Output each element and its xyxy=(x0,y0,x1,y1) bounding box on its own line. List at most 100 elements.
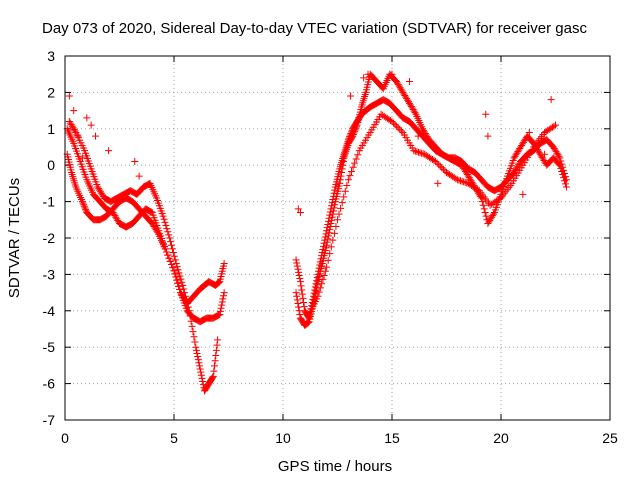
data-point xyxy=(70,107,78,115)
data-point xyxy=(339,158,347,166)
data-point xyxy=(350,129,358,137)
data-point xyxy=(81,204,89,212)
data-point xyxy=(293,262,301,270)
data-point xyxy=(87,121,95,129)
data-point xyxy=(319,276,327,284)
data-point xyxy=(331,186,339,194)
data-point xyxy=(481,209,489,217)
data-point xyxy=(296,310,304,318)
data-point xyxy=(218,301,226,309)
data-point xyxy=(452,175,460,183)
data-point xyxy=(78,154,86,162)
data-point xyxy=(321,267,329,275)
data-point xyxy=(295,303,303,311)
data-point xyxy=(541,150,549,158)
grid xyxy=(65,56,610,420)
data-point xyxy=(393,122,401,130)
data-point xyxy=(212,352,220,360)
data-point xyxy=(165,231,173,239)
y-tick-label: -7 xyxy=(43,412,56,428)
data-point xyxy=(171,256,179,264)
data-point xyxy=(439,165,447,173)
data-point xyxy=(547,96,555,104)
data-point xyxy=(71,127,79,135)
data-point xyxy=(170,252,178,260)
data-point xyxy=(74,132,82,140)
data-point xyxy=(341,187,349,195)
data-point xyxy=(179,281,187,289)
data-point xyxy=(172,273,180,281)
data-point xyxy=(169,264,177,272)
data-point xyxy=(314,292,322,300)
data-point xyxy=(324,256,332,264)
data-point xyxy=(214,336,222,344)
data-point xyxy=(176,285,184,293)
data-point xyxy=(561,180,569,188)
data-point xyxy=(177,275,185,283)
data-point xyxy=(170,267,178,275)
data-point xyxy=(215,278,223,286)
data-point xyxy=(79,199,87,207)
plot-frame xyxy=(64,55,611,421)
data-point xyxy=(305,318,313,326)
data-point xyxy=(348,167,356,175)
data-point xyxy=(340,150,348,158)
x-tick-label: 15 xyxy=(384,430,400,446)
data-point xyxy=(327,219,335,227)
data-point xyxy=(192,346,200,354)
data-point xyxy=(338,199,346,207)
data-point xyxy=(296,278,304,286)
data-point xyxy=(482,110,490,118)
x-tick-label: 25 xyxy=(602,430,618,446)
data-point xyxy=(351,159,359,167)
data-point xyxy=(197,371,205,379)
data-point xyxy=(391,121,399,129)
data-point xyxy=(329,207,337,215)
data-point xyxy=(346,172,354,180)
data-point xyxy=(304,319,312,327)
data-point xyxy=(184,303,192,311)
data-point xyxy=(334,216,341,224)
data-point xyxy=(195,359,203,367)
data-point xyxy=(326,250,334,258)
series-trace-b xyxy=(63,125,228,326)
data-point xyxy=(349,163,357,171)
data-point xyxy=(328,216,336,224)
data-point xyxy=(194,356,202,364)
data-point xyxy=(297,282,305,290)
chart-title: Day 073 of 2020, Sidereal Day-to-day VTE… xyxy=(42,20,587,37)
data-point xyxy=(294,300,302,308)
data-point xyxy=(65,92,73,100)
x-tick-label: 0 xyxy=(61,430,69,446)
data-point xyxy=(344,176,352,184)
y-tick-label: -3 xyxy=(43,266,56,282)
data-point xyxy=(162,222,170,230)
data-point xyxy=(174,279,182,287)
data-point xyxy=(186,312,194,320)
data-point xyxy=(190,333,198,341)
data-point xyxy=(411,147,419,155)
data-point xyxy=(193,349,201,357)
data-point xyxy=(178,278,186,286)
data-point xyxy=(80,202,88,210)
data-point xyxy=(220,259,228,267)
data-point xyxy=(323,238,331,246)
data-point xyxy=(168,241,176,249)
data-point xyxy=(331,201,339,209)
data-point xyxy=(194,353,202,361)
data-point xyxy=(217,304,225,312)
y-tick-label: 0 xyxy=(47,157,55,173)
data-point xyxy=(519,190,527,198)
data-point xyxy=(168,245,176,253)
data-point xyxy=(171,270,179,278)
data-point xyxy=(168,261,176,269)
data-point xyxy=(188,322,196,330)
data-point xyxy=(210,362,218,370)
data-point xyxy=(329,236,337,244)
data-point xyxy=(364,70,372,78)
y-tick-label: 2 xyxy=(47,84,55,100)
data-point xyxy=(405,77,413,85)
y-tick-label: -2 xyxy=(43,230,56,246)
data-point xyxy=(352,124,360,132)
